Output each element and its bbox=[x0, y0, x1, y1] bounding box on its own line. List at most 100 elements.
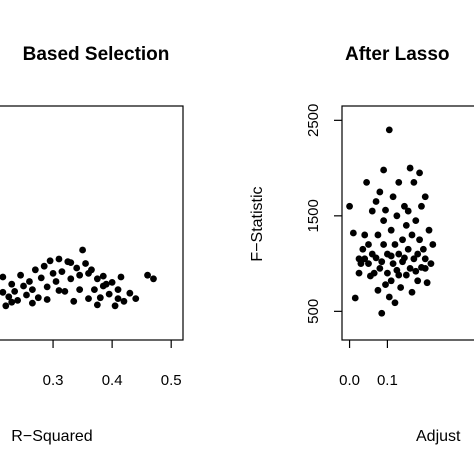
scatter-point bbox=[93, 275, 101, 283]
scatter-point bbox=[380, 217, 388, 225]
scatter-point bbox=[34, 294, 42, 302]
scatter-point bbox=[120, 297, 128, 305]
scatter-point bbox=[55, 287, 63, 294]
scatter-point bbox=[421, 264, 429, 272]
scatter-point bbox=[14, 297, 22, 304]
scatter-point bbox=[365, 260, 372, 267]
panel-left: Based Selection 0.3 0.4 0.5 R−Squared bbox=[0, 44, 184, 445]
scatter-point bbox=[395, 271, 403, 279]
scatter-point bbox=[363, 179, 370, 186]
scatter-point bbox=[404, 245, 412, 253]
scatter-point bbox=[380, 166, 388, 174]
scatter-point bbox=[144, 271, 151, 279]
scatter-point bbox=[416, 236, 423, 244]
scatter-point bbox=[395, 179, 403, 186]
scatter-point bbox=[114, 286, 122, 293]
scatter-point bbox=[20, 282, 27, 290]
scatter-point bbox=[67, 259, 75, 266]
y-tick-label: 500 bbox=[305, 299, 322, 324]
scatter-point bbox=[384, 269, 391, 277]
scatter-point bbox=[8, 298, 16, 306]
scatter-point bbox=[150, 275, 157, 283]
scatter-point bbox=[370, 269, 378, 277]
scatter-point bbox=[378, 309, 386, 317]
panel-left-plot-box bbox=[0, 105, 184, 341]
x-tick-label: 0.4 bbox=[102, 372, 123, 389]
scatter-point bbox=[31, 266, 39, 274]
scatter-point bbox=[385, 293, 393, 301]
scatter-point bbox=[23, 291, 30, 299]
scatter-point bbox=[28, 299, 36, 307]
scatter-point bbox=[389, 260, 397, 267]
scatter-point bbox=[82, 260, 89, 267]
scatter-point bbox=[55, 255, 63, 263]
scatter-point bbox=[423, 279, 431, 287]
panel-right-title: After Lasso bbox=[345, 44, 450, 65]
scatter-point bbox=[85, 295, 92, 302]
panel-right-y-axis: 500 1500 2500 bbox=[305, 104, 342, 324]
scatter-point bbox=[401, 254, 408, 262]
scatter-point bbox=[399, 236, 406, 244]
scatter-point bbox=[418, 202, 425, 210]
panel-left-x-axis: 0.3 0.4 0.5 bbox=[43, 340, 182, 389]
scatter-point bbox=[412, 217, 420, 225]
scatter-point bbox=[365, 241, 372, 248]
scatter-point bbox=[73, 264, 81, 272]
scatter-point bbox=[355, 269, 363, 277]
scatter-point bbox=[346, 202, 353, 210]
panel-right-x-axis-label: Adjust bbox=[416, 428, 461, 445]
scatter-point bbox=[99, 282, 107, 290]
scatter-point bbox=[349, 229, 357, 237]
scatter-point bbox=[58, 268, 66, 275]
panel-right-x-axis: 0.0 0.1 bbox=[339, 340, 398, 389]
scatter-point bbox=[372, 254, 380, 262]
scatter-point bbox=[111, 302, 119, 310]
scatter-point bbox=[46, 257, 54, 265]
scatter-point bbox=[49, 270, 57, 277]
scatter-point bbox=[70, 297, 78, 305]
scatter-point bbox=[28, 286, 36, 293]
scatter-point bbox=[0, 273, 7, 281]
scatter-point bbox=[391, 241, 399, 248]
scatter-point bbox=[108, 279, 116, 286]
scatter-point bbox=[99, 272, 107, 280]
panel-right-plot-box bbox=[341, 105, 474, 341]
scatter-point bbox=[91, 286, 98, 293]
scatter-point bbox=[43, 283, 51, 291]
scatter-point bbox=[401, 202, 408, 210]
panel-right: After Lasso 0.0 0.1 500 1500 2500 Adjust F−… bbox=[249, 44, 474, 445]
scatter-point bbox=[414, 250, 422, 258]
scatter-point bbox=[372, 198, 380, 205]
scatter-point bbox=[376, 188, 384, 196]
scatter-point bbox=[408, 288, 416, 296]
scatter-point bbox=[61, 288, 69, 295]
scatter-point bbox=[387, 277, 395, 285]
scatter-point bbox=[410, 255, 418, 263]
x-tick-label: 0.3 bbox=[43, 372, 64, 389]
scatter-point bbox=[395, 250, 403, 258]
scatter-point bbox=[11, 288, 19, 295]
scatter-point bbox=[391, 299, 399, 307]
scatter-point bbox=[26, 278, 33, 285]
panel-left-x-axis-label: R−Squared bbox=[11, 428, 92, 445]
panel-right-points bbox=[346, 126, 437, 317]
scatter-point bbox=[43, 296, 51, 303]
scatter-point bbox=[425, 226, 433, 234]
scatter-point bbox=[368, 207, 376, 215]
y-tick-label: 1500 bbox=[305, 199, 322, 232]
scatter-point bbox=[93, 301, 101, 309]
scatter-point bbox=[17, 271, 24, 279]
scatter-point bbox=[351, 294, 359, 302]
scatter-point bbox=[416, 169, 423, 177]
panel-left-title: Based Selection bbox=[23, 44, 170, 65]
y-tick-label: 2500 bbox=[305, 104, 322, 137]
scatter-point bbox=[37, 274, 45, 282]
panel-left-points bbox=[0, 246, 157, 310]
scatter-point bbox=[374, 286, 382, 294]
scatter-point bbox=[361, 255, 369, 263]
scatter-point bbox=[412, 267, 420, 275]
scatter-point bbox=[397, 284, 405, 291]
scatter-point bbox=[105, 290, 113, 298]
scatter-point bbox=[67, 275, 75, 283]
scatter-point bbox=[76, 286, 84, 293]
